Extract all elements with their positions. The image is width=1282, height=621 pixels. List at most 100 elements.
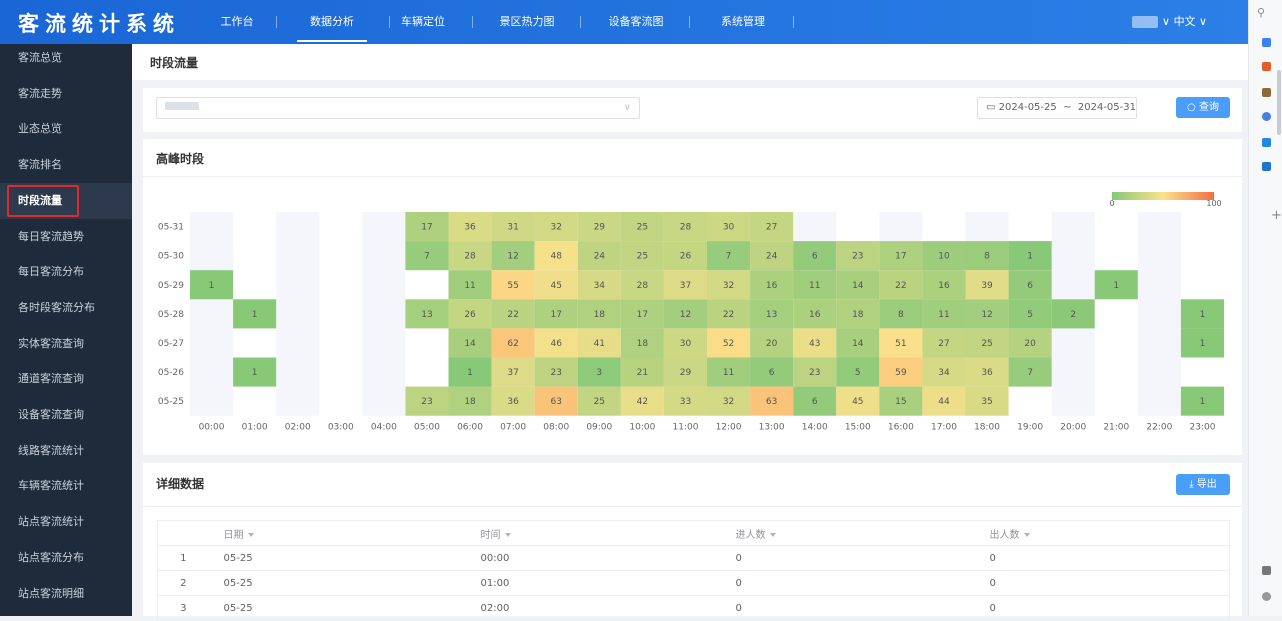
x-tick-label: 12:00 [716,423,742,433]
ext-icon[interactable] [1262,566,1271,575]
cell-label: 18 [464,397,476,407]
menu-item[interactable]: 客流走势 [18,86,62,100]
cell-label: 18 [852,310,864,320]
x-tick-label: 09:00 [586,423,612,433]
search-icon[interactable]: ⚲ [1257,6,1266,19]
filter-card: ∨ ▭ 2024-05-25 ~ 2024-05-31 ○ 查询 [143,88,1242,132]
cell-label: 2 [1070,310,1076,320]
cell-label: 11 [938,310,949,320]
nav-separator [472,16,473,28]
menu-item[interactable]: 业态总览 [18,122,62,136]
x-tick-label: 16:00 [888,423,914,433]
ext-icon[interactable] [1262,38,1271,47]
nav-item[interactable]: 工作台 [220,15,254,28]
cell-label: 8 [898,310,904,320]
menu-item[interactable]: 站点客流统计 [18,515,84,529]
cell-label: 8 [984,252,990,262]
cell-label: 3 [596,368,602,378]
export-label[interactable]: 导出 [1196,479,1217,490]
menu-item[interactable]: 客流排名 [18,158,62,172]
heat-cell [620,357,664,387]
cell-label: 31 [507,223,518,233]
ext-icon[interactable] [1262,112,1271,121]
menu-item[interactable]: 线路客流统计 [18,443,84,457]
menu-item[interactable]: 每日客流趋势 [18,229,84,243]
menu-item[interactable]: 各时段客流分布 [18,300,95,314]
export-button[interactable]: ⤓ 导出 [1176,474,1230,495]
heat-cell [922,299,966,329]
cell-label: 26 [464,310,476,320]
menu-item[interactable]: 实体客流查询 [18,336,84,350]
cell: 00:00 [466,545,722,571]
column-header[interactable]: 进人数 [721,520,976,546]
cell-label: 23 [421,397,432,407]
date-range[interactable]: ▭ 2024-05-25 ~ 2024-05-31 [977,97,1137,119]
ext-icon[interactable] [1262,162,1271,171]
cell-label: 35 [981,397,992,407]
cell-label: 23 [550,368,561,378]
menu-item[interactable]: 客流总览 [18,51,62,64]
heat-cell [965,357,1009,387]
cell-label: 63 [550,397,561,407]
heat-cell [448,386,492,416]
page-title-bar: 时段流量 [132,44,1248,80]
heat-cell [750,357,794,387]
heat-cell [836,270,880,300]
query-label[interactable]: 查询 [1198,102,1219,113]
lang-switch[interactable]: ∨ 中文 ∨ [1162,15,1208,28]
heat-cell [663,212,707,242]
heat-cell [965,270,1009,300]
cell-label: 37 [680,281,691,291]
menu-item[interactable]: 设备客流查询 [18,408,84,421]
lang[interactable]: 中文 [1173,15,1196,28]
cell-label: 23 [852,252,863,262]
cell-label: 22 [723,310,734,320]
settings-icon[interactable] [1262,592,1271,601]
cell-label: 1 [1200,397,1206,407]
heat-cell [620,270,664,300]
menu-item[interactable]: 站点客流明细 [18,586,84,600]
x-tick-label: 13:00 [759,423,785,433]
menu-item[interactable]: 时段流量 [0,182,132,219]
x-tick-label: 04:00 [371,423,397,433]
cell-label: 17 [550,310,561,320]
cell: 0 [721,595,976,621]
heat-cell [1051,299,1095,329]
menu-item[interactable]: 通道客流查询 [18,372,84,386]
scrollbar[interactable] [1277,70,1281,135]
menu-item[interactable]: 车辆客流统计 [18,479,84,493]
menu-item[interactable]: 每日客流分布 [18,265,84,279]
heat-cell [491,328,535,358]
ext-icon[interactable] [1262,138,1271,147]
nav-item[interactable]: 车辆定位 [401,15,445,28]
heat-cell [965,299,1009,329]
split-area [190,212,234,416]
nav-item[interactable]: 景区热力图 [499,15,555,28]
divider [143,506,1242,507]
column-header[interactable]: 出人数 [975,520,1230,546]
cell-label: 30 [680,339,692,349]
heat-cell [405,241,449,271]
add-icon[interactable]: + [1271,208,1282,223]
date-end[interactable]: 2024-05-31 [1077,102,1136,113]
column-header[interactable]: 日期 [209,520,467,546]
cell-label: 41 [594,339,605,349]
cell-label: 14 [852,281,864,291]
cell-label: 11 [809,281,820,291]
heat-cell [750,328,794,358]
cell-label: 30 [723,223,735,233]
column-header[interactable]: 时间 [466,520,722,546]
ext-icon[interactable] [1262,88,1271,97]
y-tick-label: 05-31 [158,223,184,233]
menu-item[interactable]: 站点客流分布 [18,550,84,564]
cell-label: 6 [769,368,775,378]
query-button[interactable]: ○ 查询 [1176,97,1230,118]
select[interactable]: ∨ [156,97,640,119]
nav-item[interactable]: 设备客流图 [608,15,664,28]
heat-cell [577,299,621,329]
nav-item[interactable]: 数据分析 [297,0,367,42]
ext-icon[interactable] [1262,62,1271,71]
table-row: 1 05-25 00:00 0 0 [157,545,1230,571]
nav-item[interactable]: 系统管理 [721,15,765,28]
date-start[interactable]: 2024-05-25 [998,102,1057,113]
